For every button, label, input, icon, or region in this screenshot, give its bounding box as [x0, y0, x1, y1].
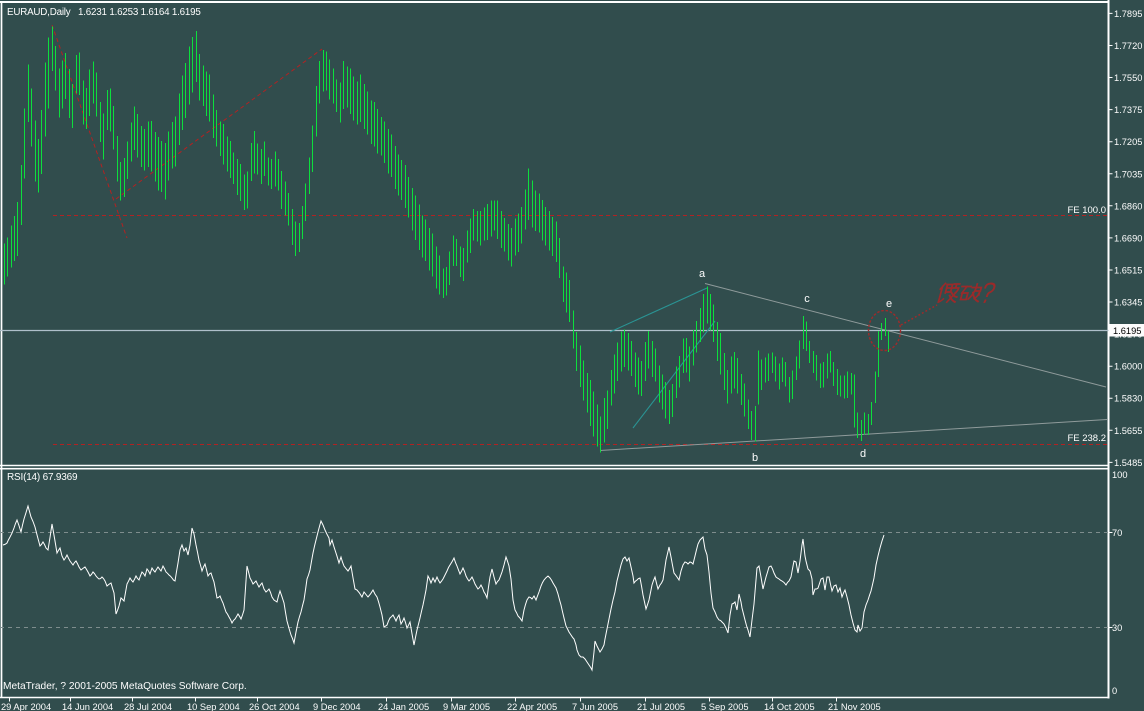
svg-text:1.7895: 1.7895: [1114, 9, 1142, 19]
svg-text:9 Dec 2004: 9 Dec 2004: [313, 702, 361, 711]
svg-text:1.6000: 1.6000: [1114, 362, 1142, 372]
svg-text:21 Jul 2005: 21 Jul 2005: [637, 702, 685, 711]
svg-text:9 Mar 2005: 9 Mar 2005: [443, 702, 490, 711]
svg-text:1.5485: 1.5485: [1114, 458, 1142, 468]
svg-text:d: d: [860, 448, 866, 460]
svg-text:5 Sep 2005: 5 Sep 2005: [701, 702, 749, 711]
svg-text:10 Sep 2004: 10 Sep 2004: [187, 702, 240, 711]
svg-text:1.7720: 1.7720: [1114, 41, 1142, 51]
svg-text:1.7550: 1.7550: [1114, 73, 1142, 83]
svg-text:1.5655: 1.5655: [1114, 426, 1142, 436]
svg-text:1.6690: 1.6690: [1114, 233, 1142, 243]
svg-text:EURAUD,Daily 1.6231 1.6253 1: EURAUD,Daily 1.6231 1.6253 1.6164 1.6195: [7, 7, 201, 18]
svg-text:1.6860: 1.6860: [1114, 201, 1142, 211]
svg-text:1.7375: 1.7375: [1114, 105, 1142, 115]
svg-text:26 Oct 2004: 26 Oct 2004: [249, 702, 300, 711]
svg-text:RSI(14) 67.9369: RSI(14) 67.9369: [7, 472, 78, 483]
svg-text:0: 0: [1112, 686, 1117, 696]
svg-text:MetaTrader, ? 2001-2005 MetaQu: MetaTrader, ? 2001-2005 MetaQuotes Softw…: [3, 681, 247, 692]
svg-text:1.7035: 1.7035: [1114, 169, 1142, 179]
svg-text:e: e: [886, 298, 892, 310]
svg-text:70: 70: [1112, 528, 1122, 538]
svg-text:22 Apr 2005: 22 Apr 2005: [507, 702, 557, 711]
svg-text:21 Nov 2005: 21 Nov 2005: [828, 702, 881, 711]
svg-text:28 Jul 2004: 28 Jul 2004: [124, 702, 172, 711]
svg-text:7 Jun 2005: 7 Jun 2005: [572, 702, 618, 711]
svg-text:1.6195: 1.6195: [1113, 326, 1141, 336]
svg-text:b: b: [752, 452, 758, 464]
svg-text:FE 100.0: FE 100.0: [1067, 205, 1106, 216]
svg-text:1.6345: 1.6345: [1114, 298, 1142, 308]
svg-text:14 Oct 2005: 14 Oct 2005: [764, 702, 815, 711]
svg-text:14 Jun 2004: 14 Jun 2004: [62, 702, 113, 711]
svg-text:1.5830: 1.5830: [1114, 394, 1142, 404]
svg-text:1.7205: 1.7205: [1114, 137, 1142, 147]
svg-text:c: c: [804, 293, 810, 305]
svg-text:1.6515: 1.6515: [1114, 266, 1142, 276]
svg-text:FE 238.2: FE 238.2: [1067, 433, 1106, 444]
svg-text:29 Apr 2004: 29 Apr 2004: [1, 702, 51, 711]
svg-text:24 Jan 2005: 24 Jan 2005: [378, 702, 429, 711]
svg-text:100: 100: [1112, 470, 1128, 480]
svg-text:30: 30: [1112, 623, 1122, 633]
svg-text:a: a: [699, 268, 706, 280]
